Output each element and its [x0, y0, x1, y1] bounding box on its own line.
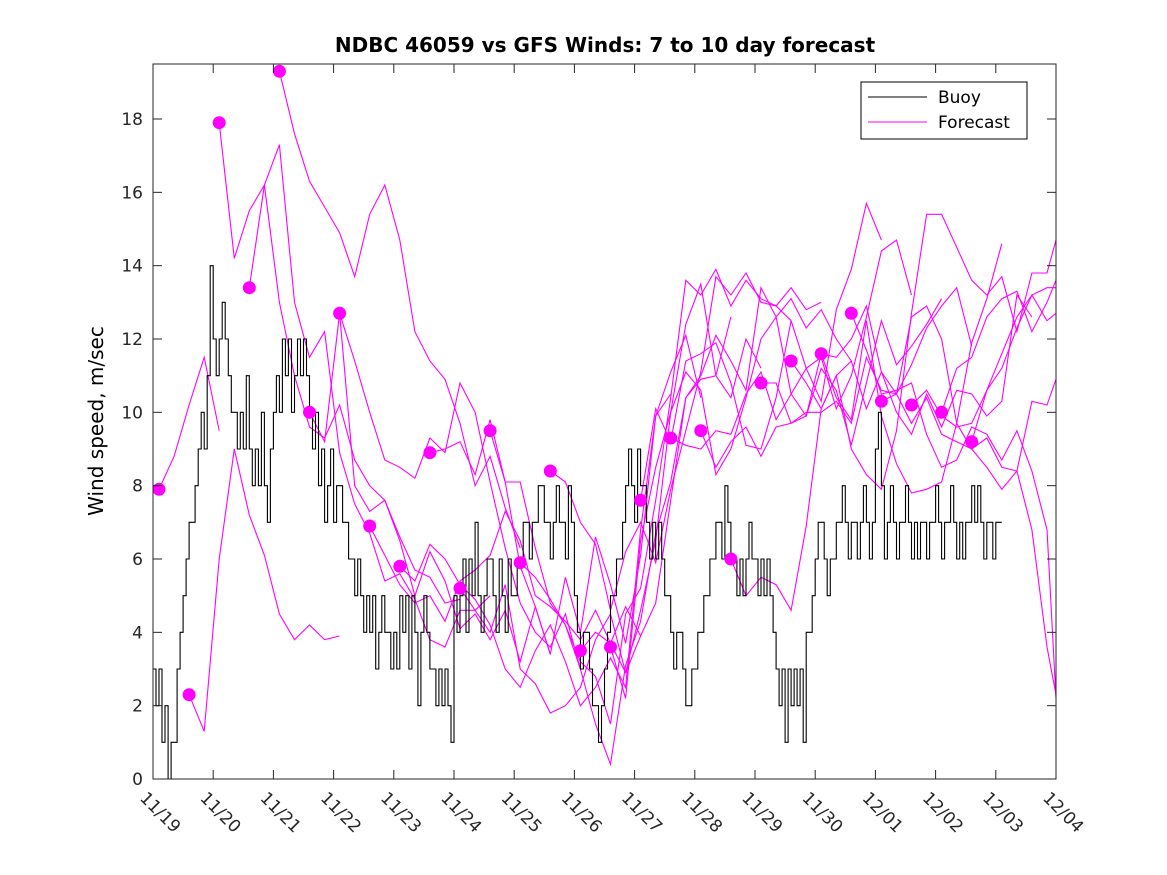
forecast-line-12	[489, 337, 762, 767]
forecast-marker-4	[242, 281, 256, 295]
series-group	[153, 71, 1056, 779]
y-tick-label-0: 0	[132, 770, 143, 790]
forecast-marker-10	[423, 446, 437, 460]
y-tick-label-10: 10	[121, 403, 143, 423]
forecast-marker-11	[453, 581, 467, 595]
legend: Buoy Forecast	[860, 81, 1028, 140]
forecast-marker-26	[905, 398, 918, 412]
forecast-marker-2	[182, 688, 196, 702]
forecast-marker-21	[754, 376, 768, 390]
y-tick-label-4: 4	[132, 623, 143, 643]
forecast-line-15	[579, 285, 852, 675]
forecast-marker-25	[874, 394, 888, 408]
y-tick-label-14: 14	[121, 257, 143, 277]
forecast-marker-20	[724, 552, 738, 566]
chart-title: NDBC 46059 vs GFS Winds: 7 to 10 day for…	[335, 33, 876, 57]
forecast-line-1	[158, 355, 220, 490]
legend-label-forecast: Forecast	[938, 113, 1010, 133]
forecast-marker-3	[212, 116, 226, 130]
forecast-line-6	[309, 313, 551, 664]
forecast-marker-24	[844, 306, 858, 320]
forecast-marker-1	[152, 482, 166, 496]
forecast-line-2	[188, 448, 340, 732]
forecast-marker-19	[694, 424, 708, 438]
forecast-marker-15	[573, 644, 587, 658]
forecast-line-16	[609, 201, 882, 699]
forecast-line-13	[519, 268, 792, 725]
forecast-marker-17	[634, 493, 648, 507]
forecast-marker-6	[303, 405, 316, 419]
forecast-line-5	[278, 71, 521, 549]
forecast-line-9	[399, 393, 672, 707]
forecast-line-11	[459, 281, 732, 714]
forecast-line-10	[429, 333, 702, 655]
forecast-line-4	[248, 144, 491, 648]
forecast-line-24	[850, 313, 1056, 699]
forecast-marker-18	[664, 431, 678, 445]
y-tick-label-2: 2	[132, 697, 143, 717]
forecast-line-23	[820, 320, 1056, 494]
y-tick-label-16: 16	[121, 183, 143, 203]
forecast-line-28	[971, 293, 1056, 442]
legend-box	[860, 81, 1028, 140]
forecast-marker-5	[272, 64, 286, 78]
forecast-line-22	[790, 213, 1056, 491]
forecast-line-3	[218, 122, 461, 604]
y-tick-label-12: 12	[121, 330, 143, 350]
forecast-line-14	[549, 271, 822, 611]
y-tick-label-6: 6	[132, 550, 143, 570]
forecast-line-21	[761, 293, 1033, 436]
forecast-marker-27	[935, 405, 949, 419]
forecast-marker-7	[333, 306, 347, 320]
forecast-marker-13	[513, 556, 527, 570]
forecast-marker-23	[814, 347, 828, 361]
y-axis-label: Wind speed, m/sec	[84, 326, 108, 516]
forecast-line-17	[640, 239, 913, 501]
y-tick-label-8: 8	[132, 477, 143, 497]
y-tick-label-18: 18	[121, 110, 143, 130]
forecast-marker-9	[393, 559, 407, 573]
forecast-marker-16	[604, 640, 617, 654]
forecast-line-7	[339, 313, 581, 670]
forecast-marker-14	[543, 464, 557, 478]
axes-box	[152, 63, 1057, 780]
forecast-marker-12	[483, 424, 497, 438]
buoy-line	[153, 265, 1002, 779]
legend-label-buoy: Buoy	[938, 88, 981, 108]
forecast-line-25	[881, 393, 1056, 695]
forecast-line-19	[700, 286, 973, 469]
plot-area	[152, 64, 1056, 779]
forecast-marker-8	[363, 519, 377, 533]
forecast-marker-28	[965, 435, 979, 449]
forecast-marker-22	[784, 354, 798, 368]
